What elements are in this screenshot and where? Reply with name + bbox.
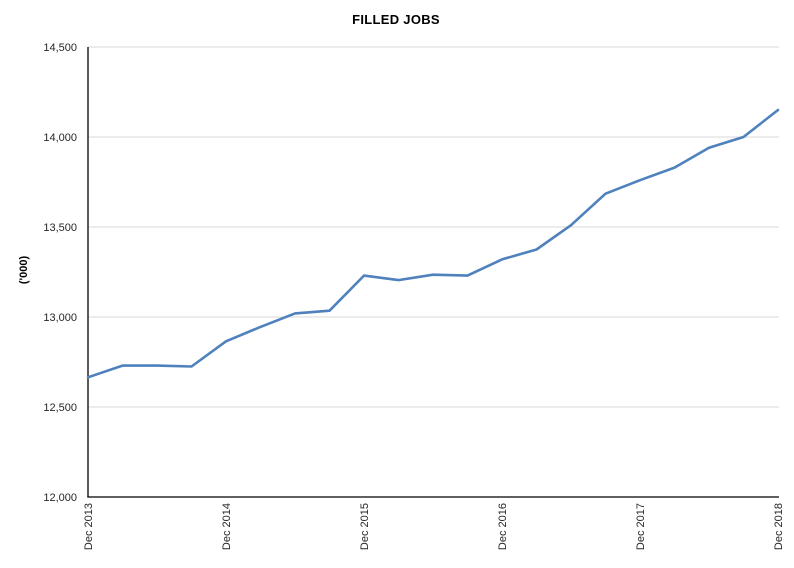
x-axis-tick-labels: Dec 2013 Dec 2014 Dec 2015 Dec 2016 Dec 2017…: [83, 503, 785, 550]
y-tick-label: 14,000: [43, 132, 77, 144]
gridlines: [88, 46, 779, 408]
x-tick-label: Dec 2015: [359, 503, 371, 550]
y-tick-label: 13,000: [43, 312, 77, 324]
x-tick-label: Dec 2013: [83, 503, 95, 550]
x-tick-label: Dec 2018: [773, 503, 785, 550]
y-axis-tick-labels: 12,000 12,500 13,000 13,500 14,000 14,500: [43, 42, 77, 504]
axes: [87, 47, 779, 498]
filled-jobs-line: [86, 108, 780, 379]
x-tick-label: Dec 2014: [221, 503, 233, 550]
y-tick-label: 12,000: [43, 492, 77, 504]
y-tick-label: 14,500: [43, 42, 77, 54]
x-tick-label: Dec 2017: [635, 503, 647, 550]
chart-title: FILLED JOBS: [352, 12, 440, 27]
y-tick-label: 13,500: [43, 222, 77, 234]
y-tick-label: 12,500: [43, 402, 77, 414]
data-series: [86, 108, 780, 379]
x-tick-label: Dec 2016: [497, 503, 509, 550]
y-axis-title: ('000): [18, 256, 30, 285]
